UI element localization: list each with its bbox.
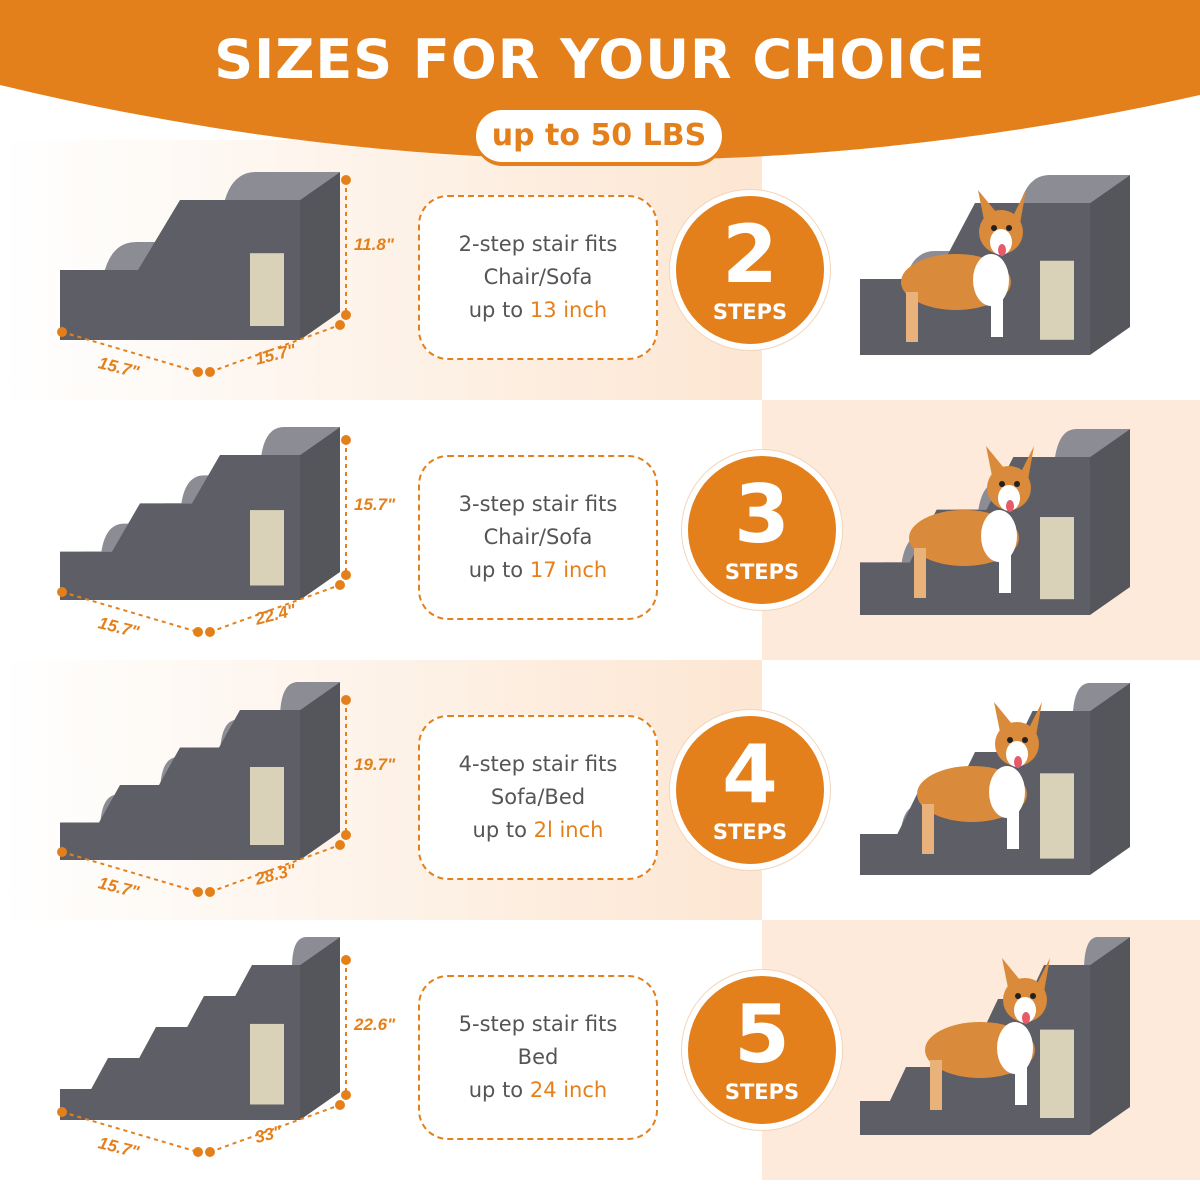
- fit-line-1: 3-step stair fits: [458, 492, 618, 516]
- fit-line-1: 2-step stair fits: [458, 232, 618, 256]
- steps-number: 3: [734, 468, 790, 561]
- steps-label: STEPS: [712, 300, 788, 324]
- max-height-value: 17 inch: [529, 558, 608, 582]
- stair-product-image: [60, 682, 340, 860]
- steps-number: 5: [734, 988, 790, 1081]
- corgi-dog-image: [909, 446, 1034, 598]
- max-height-value: 2l inch: [533, 818, 604, 842]
- page-title: SIZES FOR YOUR CHOICE: [214, 28, 986, 91]
- steps-label: STEPS: [724, 1080, 800, 1104]
- stair-illustrations: [57, 172, 1130, 377]
- scratch-pad: [250, 253, 284, 326]
- fit-line-2: Chair/Sofa: [483, 265, 593, 289]
- max-height-value: 24 inch: [529, 1078, 608, 1102]
- fit-description-box: 2-step stair fits Chair/Sofa up to 13 in…: [418, 195, 658, 360]
- scratch-pad: [250, 767, 284, 845]
- scratch-pad: [1040, 773, 1074, 859]
- scratch-pad: [1040, 260, 1074, 340]
- stair-illustrations: [57, 682, 1130, 897]
- scratch-pad: [1040, 517, 1074, 600]
- steps-count-badge: 5 STEPS: [682, 970, 842, 1130]
- steps-label: STEPS: [724, 560, 800, 584]
- weight-badge: up to 50 LBS: [476, 110, 722, 162]
- fit-line-1: 4-step stair fits: [458, 752, 618, 776]
- stair-size-row: 22.6" 15.7" 33" 5-step stair fits Bed up…: [0, 920, 1200, 1180]
- fit-line-3: up to 2l inch: [472, 818, 604, 842]
- steps-label: STEPS: [712, 820, 788, 844]
- fit-line-3: up to 13 inch: [468, 298, 608, 322]
- stair-size-row: 15.7" 15.7" 22.4" 3-step stair fits Chai…: [0, 400, 1200, 660]
- steps-number: 4: [722, 728, 778, 821]
- stair-product-image: [60, 427, 340, 600]
- header-banner: [0, 0, 1200, 161]
- height-dimension: 19.7": [354, 755, 396, 774]
- steps-number: 2: [722, 208, 778, 301]
- stair-size-row: 11.8" 15.7" 15.7" 2-step stair fits Chai…: [0, 140, 1200, 400]
- stair-product-image: [60, 937, 340, 1120]
- stair-product-image: [60, 172, 340, 340]
- steps-count-badge: 2 STEPS: [670, 190, 830, 350]
- scratch-pad: [250, 1023, 284, 1105]
- height-dimension: 11.8": [354, 235, 394, 254]
- corgi-dog-image: [925, 958, 1050, 1110]
- stair-size-row: 19.7" 15.7" 28.3" 4-step stair fits Sofa…: [0, 660, 1200, 920]
- stair-illustrations: [57, 937, 1130, 1157]
- corgi-dog-image: [901, 190, 1026, 342]
- fit-description-box: 5-step stair fits Bed up to 24 inch: [418, 975, 658, 1140]
- fit-line-3: up to 17 inch: [468, 558, 608, 582]
- fit-description-box: 4-step stair fits Sofa/Bed up to 2l inch: [418, 715, 658, 880]
- steps-count-badge: 3 STEPS: [682, 450, 842, 610]
- header-arc: [0, 0, 1200, 161]
- fit-line-3: up to 24 inch: [468, 1078, 608, 1102]
- fit-description-box: 3-step stair fits Chair/Sofa up to 17 in…: [418, 455, 658, 620]
- fit-line-2: Sofa/Bed: [490, 785, 586, 809]
- max-height-value: 13 inch: [529, 298, 608, 322]
- fit-line-2: Bed: [517, 1045, 559, 1069]
- height-dimension: 15.7": [354, 495, 396, 514]
- height-dimension: 22.6": [354, 1015, 396, 1034]
- stair-illustrations: [57, 427, 1130, 637]
- fit-line-2: Chair/Sofa: [483, 525, 593, 549]
- steps-count-badge: 4 STEPS: [670, 710, 830, 870]
- corgi-dog-image: [917, 702, 1042, 854]
- scratch-pad: [250, 510, 284, 586]
- scratch-pad: [1040, 1029, 1074, 1118]
- fit-line-1: 5-step stair fits: [458, 1012, 618, 1036]
